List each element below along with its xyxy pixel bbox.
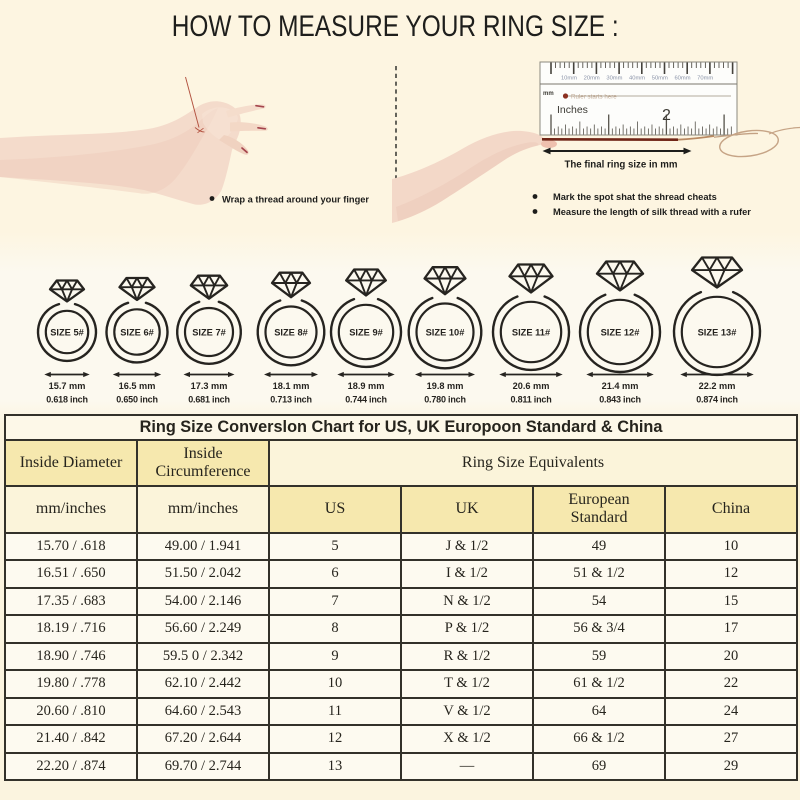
svg-text:SIZE 13#: SIZE 13# bbox=[698, 328, 738, 338]
svg-text:SIZE 5#: SIZE 5# bbox=[50, 328, 84, 338]
svg-text:22.2 mm: 22.2 mm bbox=[699, 381, 736, 391]
svg-text:0.713 inch: 0.713 inch bbox=[270, 395, 312, 405]
svg-text:SIZE 9#: SIZE 9# bbox=[349, 328, 383, 338]
svg-text:10mm: 10mm bbox=[561, 76, 577, 82]
svg-text:SIZE 7#: SIZE 7# bbox=[192, 328, 226, 338]
svg-text:Mark the spot shat the shread: Mark the spot shat the shread cheats bbox=[553, 192, 717, 202]
svg-text:0.874 inch: 0.874 inch bbox=[696, 395, 738, 405]
svg-text:SIZE 6#: SIZE 6# bbox=[120, 328, 154, 338]
svg-text:16.5 mm: 16.5 mm bbox=[119, 381, 156, 391]
svg-text:0.650 inch: 0.650 inch bbox=[116, 395, 158, 405]
svg-text:20mm: 20mm bbox=[584, 76, 600, 82]
svg-text:SIZE 10#: SIZE 10# bbox=[426, 328, 466, 338]
svg-text:17.3 mm: 17.3 mm bbox=[191, 381, 228, 391]
svg-text:0.744 inch: 0.744 inch bbox=[345, 395, 387, 405]
svg-text:SIZE 12#: SIZE 12# bbox=[601, 328, 641, 338]
svg-text:0.618 inch: 0.618 inch bbox=[46, 395, 88, 405]
svg-text:0.780 inch: 0.780 inch bbox=[424, 395, 466, 405]
svg-text:21.4 mm: 21.4 mm bbox=[602, 381, 639, 391]
svg-text:40mm: 40mm bbox=[629, 76, 645, 82]
svg-text:15.7 mm: 15.7 mm bbox=[49, 381, 86, 391]
svg-text:Measure the length of silk thr: Measure the length of silk thread with a… bbox=[553, 207, 751, 217]
svg-text:SIZE 8#: SIZE 8# bbox=[274, 328, 308, 338]
svg-text:50mm: 50mm bbox=[652, 76, 668, 82]
svg-text:30mm: 30mm bbox=[606, 76, 622, 82]
svg-text:70mm: 70mm bbox=[697, 76, 713, 82]
svg-text:Inches: Inches bbox=[557, 104, 588, 116]
svg-text:mm: mm bbox=[543, 91, 554, 97]
svg-text:Ruler starts here: Ruler starts here bbox=[571, 94, 617, 101]
svg-text:60mm: 60mm bbox=[674, 76, 690, 82]
svg-text:20.6 mm: 20.6 mm bbox=[513, 381, 550, 391]
svg-text:19.8 mm: 19.8 mm bbox=[427, 381, 464, 391]
svg-text:2: 2 bbox=[662, 107, 671, 124]
svg-text:SIZE 11#: SIZE 11# bbox=[512, 328, 551, 338]
svg-text:18.1 mm: 18.1 mm bbox=[273, 381, 310, 391]
svg-text:18.9 mm: 18.9 mm bbox=[348, 381, 385, 391]
svg-text:Wrap a thread around your fing: Wrap a thread around your finger bbox=[222, 195, 369, 205]
svg-text:The final ring size in mm: The final ring size in mm bbox=[564, 160, 677, 171]
svg-text:0.681 inch: 0.681 inch bbox=[188, 395, 230, 405]
svg-text:0.811 inch: 0.811 inch bbox=[510, 395, 551, 405]
svg-text:0.843 inch: 0.843 inch bbox=[599, 395, 641, 405]
